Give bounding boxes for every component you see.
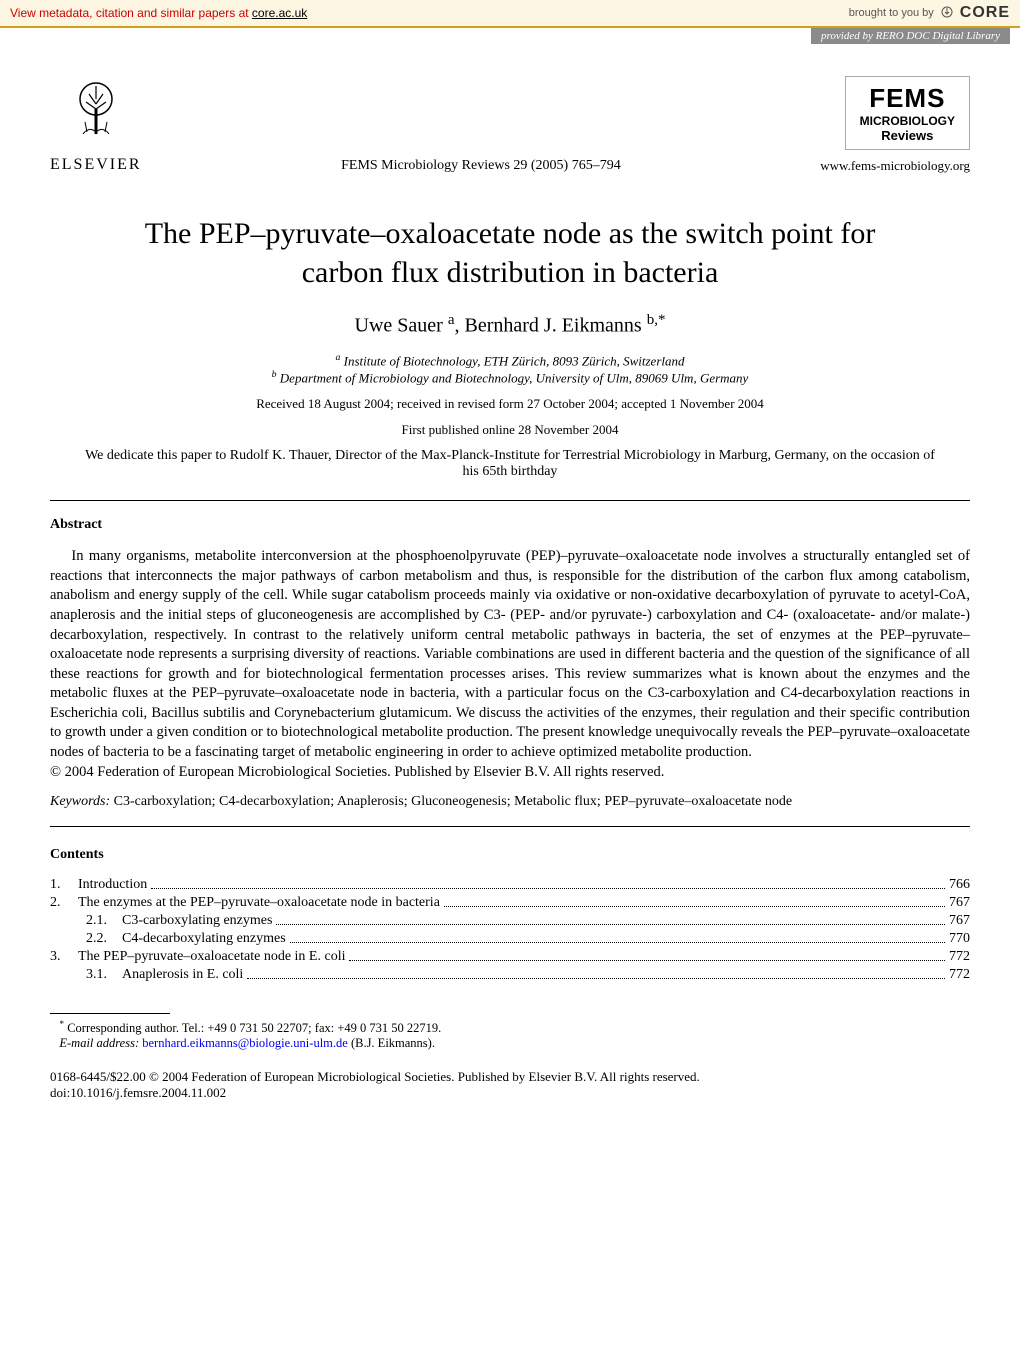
toc-row[interactable]: 2.2.C4-decarboxylating enzymes 770 [50, 931, 970, 947]
journal-reference: FEMS Microbiology Reviews 29 (2005) 765–… [142, 158, 821, 174]
author-1: Uwe Sauer [355, 315, 443, 337]
keywords-label: Keywords: [50, 794, 110, 809]
email-label: E-mail address: [59, 1036, 142, 1050]
affiliation-a: a Institute of Biotechnology, ETH Zürich… [50, 352, 970, 369]
toc-row[interactable]: 2.1.C3-carboxylating enzymes 767 [50, 913, 970, 929]
rule-after-keywords [50, 826, 970, 827]
toc-page: 772 [949, 967, 970, 983]
core-logo-text: CORE [960, 4, 1010, 22]
toc-row[interactable]: 3.The PEP–pyruvate–oxaloacetate node in … [50, 949, 970, 965]
elsevier-tree-icon [61, 74, 131, 152]
footer-copyright: 0168-6445/$22.00 © 2004 Federation of Eu… [50, 1069, 970, 1085]
core-banner-right: brought to you by CORE [849, 4, 1010, 22]
toc-row[interactable]: 1.Introduction 766 [50, 877, 970, 893]
toc-page: 767 [949, 895, 970, 911]
abstract-copyright: © 2004 Federation of European Microbiolo… [50, 764, 664, 780]
fems-sub1-text: MICROBIOLOGY [860, 114, 955, 128]
footer-info: 0168-6445/$22.00 © 2004 Federation of Eu… [50, 1069, 970, 1101]
email-link[interactable]: bernhard.eikmanns@biologie.uni-ulm.de [142, 1036, 348, 1050]
affiliation-b: b Department of Microbiology and Biotech… [50, 369, 970, 386]
header-row: ELSEVIER FEMS Microbiology Reviews 29 (2… [50, 74, 970, 174]
toc-page: 767 [949, 913, 970, 929]
toc-dots [151, 877, 945, 889]
toc-title: The PEP–pyruvate–oxaloacetate node in E.… [78, 949, 345, 965]
author-2: Bernhard J. Eikmanns [465, 315, 642, 337]
paper-title: The PEP–pyruvate–oxaloacetate node as th… [110, 214, 910, 292]
footer-doi: doi:10.1016/j.femsre.2004.11.002 [50, 1085, 970, 1101]
toc-number: 2.1. [86, 913, 122, 929]
toc-page: 766 [949, 877, 970, 893]
toc-dots [444, 895, 945, 907]
received-line: Received 18 August 2004; received in rev… [50, 396, 970, 412]
author-1-sup: a [448, 312, 455, 328]
author-2-sup: b,* [647, 312, 666, 328]
toc-title: Introduction [78, 877, 147, 893]
affiliations: a Institute of Biotechnology, ETH Zürich… [50, 352, 970, 387]
toc-row[interactable]: 3.1.Anaplerosis in E. coli 772 [50, 967, 970, 983]
dedication: We dedicate this paper to Rudolf K. Thau… [80, 448, 940, 480]
toc-number: 1. [50, 877, 78, 893]
elsevier-label: ELSEVIER [50, 156, 142, 174]
footnote-rule [50, 1013, 170, 1014]
rule-before-abstract [50, 500, 970, 501]
toc-number: 2. [50, 895, 78, 911]
fems-main-text: FEMS [860, 83, 955, 114]
toc-row[interactable]: 2.The enzymes at the PEP–pyruvate–oxaloa… [50, 895, 970, 911]
toc-page: 770 [949, 931, 970, 947]
affil-b-text: Department of Microbiology and Biotechno… [277, 370, 749, 385]
abstract-body: In many organisms, metabolite interconve… [50, 547, 970, 782]
fems-logo-box: FEMS MICROBIOLOGY Reviews www.fems-micro… [820, 76, 970, 174]
toc-number: 3. [50, 949, 78, 965]
toc-number: 2.2. [86, 931, 122, 947]
email-suffix: (B.J. Eikmanns). [348, 1036, 435, 1050]
affil-a-text: Institute of Biotechnology, ETH Zürich, … [340, 353, 684, 368]
toc-title: Anaplerosis in E. coli [122, 967, 243, 983]
core-link[interactable]: core.ac.uk [252, 6, 307, 20]
provided-by-wrap: provided by RERO DOC Digital Library [0, 28, 1020, 44]
toc-title: C4-decarboxylating enzymes [122, 931, 286, 947]
page-content: ELSEVIER FEMS Microbiology Reviews 29 (2… [0, 44, 1020, 1141]
first-published-line: First published online 28 November 2004 [50, 422, 970, 438]
toc-title: The enzymes at the PEP–pyruvate–oxaloace… [78, 895, 440, 911]
toc-dots [276, 913, 945, 925]
keywords-line: Keywords: C3-carboxylation; C4-decarboxy… [50, 794, 970, 810]
provided-by-badge[interactable]: provided by RERO DOC Digital Library [811, 28, 1010, 44]
core-banner: View metadata, citation and similar pape… [0, 0, 1020, 28]
fems-url[interactable]: www.fems-microbiology.org [820, 158, 970, 174]
table-of-contents: 1.Introduction 766 2.The enzymes at the P… [50, 877, 970, 983]
footnote-block: * Corresponding author. Tel.: +49 0 731 … [50, 1020, 970, 1051]
abstract-text: In many organisms, metabolite interconve… [50, 548, 970, 760]
core-banner-left: View metadata, citation and similar pape… [10, 6, 307, 20]
toc-title: C3-carboxylating enzymes [122, 913, 272, 929]
authors-line: Uwe Sauer a, Bernhard J. Eikmanns b,* [50, 312, 970, 338]
toc-number: 3.1. [86, 967, 122, 983]
toc-dots [290, 931, 945, 943]
corresponding-author: * Corresponding author. Tel.: +49 0 731 … [50, 1020, 970, 1036]
abstract-heading: Abstract [50, 517, 970, 533]
toc-dots [349, 949, 945, 961]
toc-dots [247, 967, 945, 979]
keywords-text: C3-carboxylation; C4-decarboxylation; An… [110, 794, 792, 809]
email-line: E-mail address: bernhard.eikmanns@biolog… [50, 1036, 970, 1051]
elsevier-logo: ELSEVIER [50, 74, 142, 174]
fems-sub2-text: Reviews [860, 128, 955, 143]
core-arrow-icon [940, 5, 954, 22]
core-left-prefix: View metadata, citation and similar pape… [10, 6, 252, 20]
fems-logo: FEMS MICROBIOLOGY Reviews [845, 76, 970, 150]
core-brought-by: brought to you by [849, 7, 934, 19]
corr-text: Corresponding author. Tel.: +49 0 731 50… [64, 1021, 441, 1035]
toc-page: 772 [949, 949, 970, 965]
contents-heading: Contents [50, 847, 970, 863]
